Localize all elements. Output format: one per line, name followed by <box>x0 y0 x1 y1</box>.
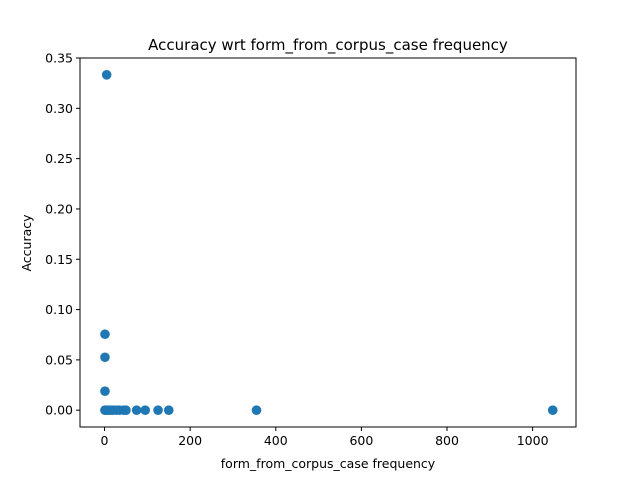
chart-title: Accuracy wrt form_from_corpus_case frequ… <box>148 36 508 55</box>
data-point <box>251 405 262 415</box>
y-tick-label: 0.05 <box>45 352 73 367</box>
x-axis-label: form_from_corpus_case frequency <box>221 456 436 471</box>
x-tick-label: 400 <box>264 433 288 448</box>
y-tick-label: 0.30 <box>45 101 73 116</box>
x-tick-label: 1000 <box>517 433 549 448</box>
y-tick-label: 0.10 <box>45 302 73 317</box>
data-point <box>140 405 151 415</box>
x-tick-label: 800 <box>435 433 459 448</box>
data-point <box>547 405 558 415</box>
x-axis: 0 200 400 600 800 1000 <box>101 427 549 448</box>
y-tick-label: 0.35 <box>45 51 73 66</box>
data-point <box>100 352 110 363</box>
data-point <box>163 405 174 415</box>
data-point <box>153 405 163 415</box>
y-axis-label: Accuracy <box>19 214 34 272</box>
points-layer <box>100 70 558 415</box>
y-tick-label: 0.25 <box>45 151 73 166</box>
y-axis: 0.00 0.05 0.10 0.15 0.20 0.25 0.30 0.35 <box>45 51 80 418</box>
data-point <box>100 329 110 340</box>
data-point <box>101 70 112 80</box>
plot-frame <box>79 57 577 428</box>
data-point <box>121 405 131 415</box>
y-tick-label: 0.20 <box>45 201 73 216</box>
x-tick-label: 0 <box>101 433 109 448</box>
data-point <box>131 405 142 415</box>
y-tick-label: 0.15 <box>45 252 73 267</box>
x-tick-label: 600 <box>349 433 373 448</box>
x-tick-label: 200 <box>178 433 202 448</box>
data-point <box>100 386 110 396</box>
y-tick-label: 0.00 <box>45 403 73 418</box>
